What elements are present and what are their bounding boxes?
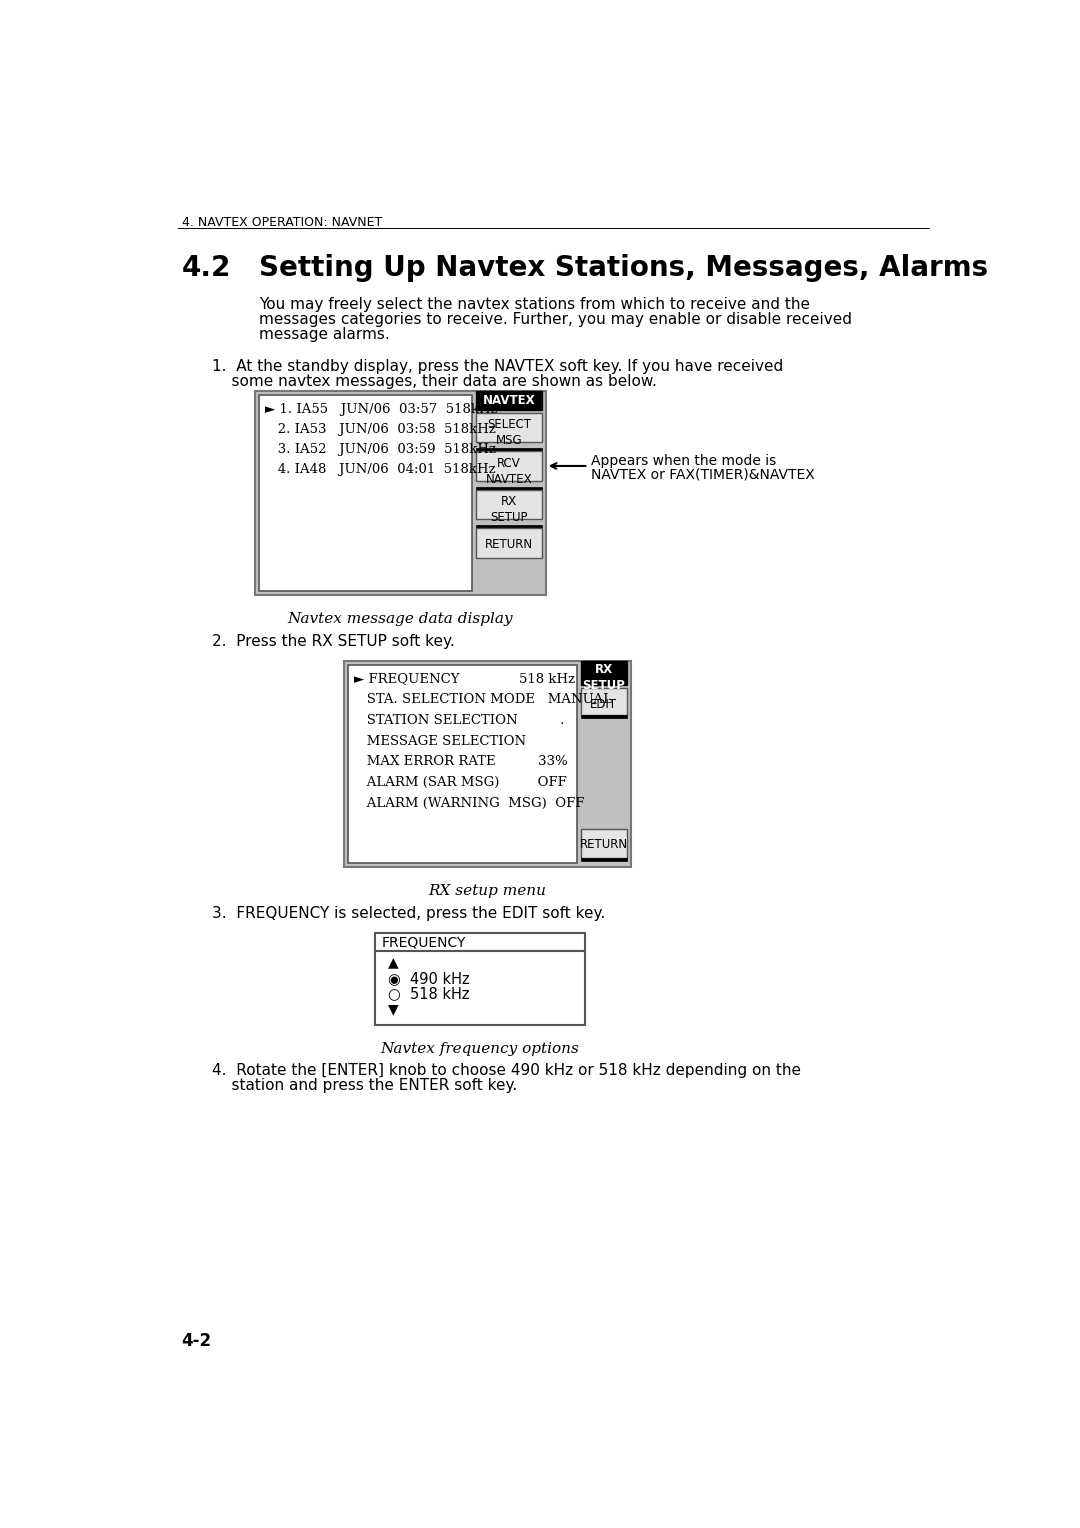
Text: SELECT
MSG: SELECT MSG [487,419,531,448]
Text: some navtex messages, their data are shown as below.: some navtex messages, their data are sho… [213,373,658,388]
Text: 1.  At the standby display, press the NAVTEX soft key. If you have received: 1. At the standby display, press the NAV… [213,359,784,374]
Bar [259,396,472,591]
Bar [581,660,627,686]
Text: RETURN: RETURN [485,538,534,552]
Bar [581,689,627,715]
Text: ▲: ▲ [388,955,399,970]
Text: message alarms.: message alarms. [259,327,390,342]
Text: 2.  Press the RX SETUP soft key.: 2. Press the RX SETUP soft key. [213,634,456,649]
Bar [476,391,542,410]
Text: ► FREQUENCY              518 kHz: ► FREQUENCY 518 kHz [354,672,576,686]
Text: ► 1. IA55   JUN/06  03:57  518kHz: ► 1. IA55 JUN/06 03:57 518kHz [266,403,498,416]
Text: EDIT: EDIT [591,698,618,711]
Text: ALARM (WARNING  MSG)  OFF: ALARM (WARNING MSG) OFF [354,798,584,810]
Text: Setting Up Navtex Stations, Messages, Alarms: Setting Up Navtex Stations, Messages, Al… [259,254,988,283]
Text: Appears when the mode is: Appears when the mode is [591,454,775,468]
Text: messages categories to receive. Further, you may enable or disable received: messages categories to receive. Further,… [259,312,852,327]
Text: RCV
NAVTEX: RCV NAVTEX [486,457,532,486]
Bar [476,526,542,529]
Text: RX
SETUP: RX SETUP [582,663,625,692]
Text: 4. NAVTEX OPERATION: NAVNET: 4. NAVTEX OPERATION: NAVNET [181,215,381,229]
Bar [255,391,545,596]
Text: 3. IA52   JUN/06  03:59  518kHz: 3. IA52 JUN/06 03:59 518kHz [266,443,496,455]
Bar [345,660,631,866]
Text: RETURN: RETURN [580,837,627,851]
Text: MAX ERROR RATE          33%: MAX ERROR RATE 33% [354,755,568,769]
Bar [581,828,627,857]
Text: STATION SELECTION          .: STATION SELECTION . [354,714,565,727]
Bar [476,448,542,451]
Bar [348,665,577,863]
Text: 2. IA53   JUN/06  03:58  518kHz: 2. IA53 JUN/06 03:58 518kHz [266,423,496,435]
Text: Navtex frequency options: Navtex frequency options [380,1042,579,1056]
Text: 3.  FREQUENCY is selected, press the EDIT soft key.: 3. FREQUENCY is selected, press the EDIT… [213,906,606,920]
Text: ◉  490 kHz: ◉ 490 kHz [388,972,470,986]
Text: ▼: ▼ [388,1002,399,1016]
Text: Navtex message data display: Navtex message data display [287,613,513,626]
Text: 4. IA48   JUN/06  04:01  518kHz: 4. IA48 JUN/06 04:01 518kHz [266,463,496,475]
Text: STA. SELECTION MODE   MANUAL: STA. SELECTION MODE MANUAL [354,694,612,706]
Text: NAVTEX or FAX(TIMER)&NAVTEX: NAVTEX or FAX(TIMER)&NAVTEX [591,468,814,481]
Bar [375,950,584,1025]
Text: FREQUENCY: FREQUENCY [381,935,465,949]
Text: You may freely select the navtex stations from which to receive and the: You may freely select the navtex station… [259,298,810,312]
Bar [476,529,542,558]
Bar [476,487,542,490]
Text: ○  518 kHz: ○ 518 kHz [388,987,469,1001]
Bar [476,413,542,442]
Text: 4.2: 4.2 [181,254,231,283]
Text: RX setup menu: RX setup menu [429,885,546,898]
Bar [581,857,627,860]
Text: MESSAGE SELECTION: MESSAGE SELECTION [354,735,526,747]
Bar [581,715,627,718]
Text: station and press the ENTER soft key.: station and press the ENTER soft key. [213,1079,517,1093]
Text: RX
SETUP: RX SETUP [490,495,528,524]
Bar [476,490,542,520]
Text: NAVTEX: NAVTEX [483,394,536,406]
Text: 4.  Rotate the [ENTER] knob to choose 490 kHz or 518 kHz depending on the: 4. Rotate the [ENTER] knob to choose 490… [213,1063,801,1079]
Bar [375,932,584,950]
Text: 4-2: 4-2 [181,1332,212,1351]
Bar [476,451,542,481]
Text: ALARM (SAR MSG)         OFF: ALARM (SAR MSG) OFF [354,776,567,790]
